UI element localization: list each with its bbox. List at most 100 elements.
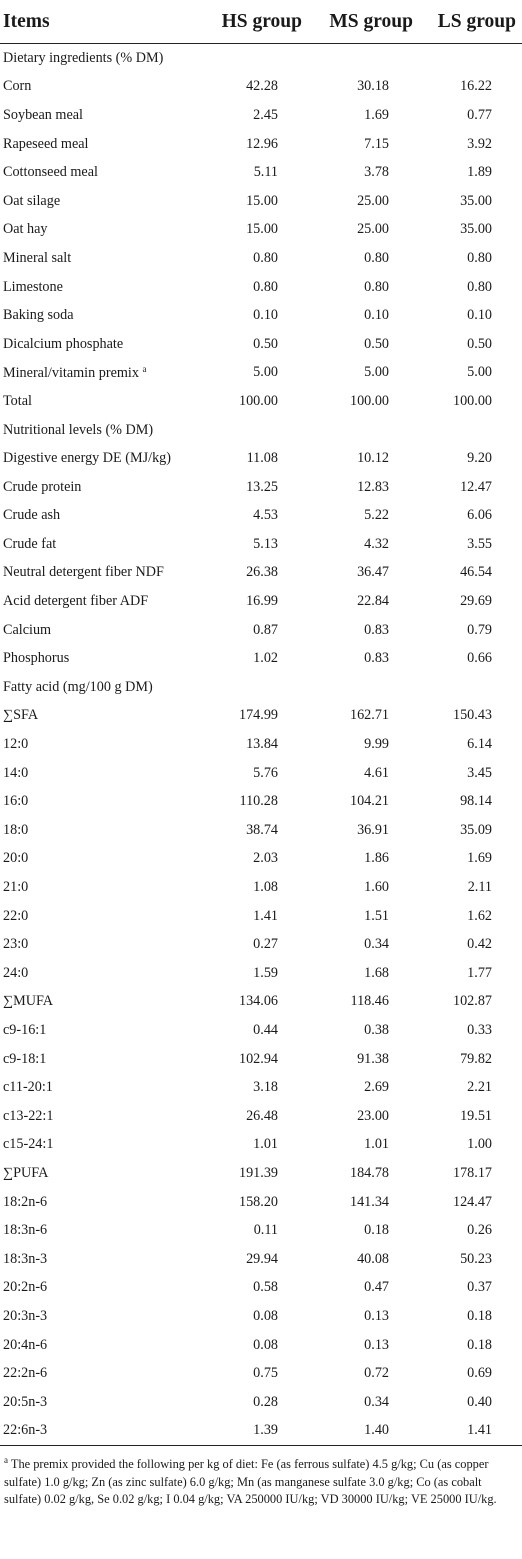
row-label-text: 22:6n-3 xyxy=(3,1422,48,1439)
ms-value: 100.00 xyxy=(349,392,389,409)
row-label-text: Mineral/vitamin premix xyxy=(3,364,139,381)
row-label-text: Dicalcium phosphate xyxy=(3,335,124,352)
hs-value xyxy=(200,416,308,445)
ls-value: 2.11 xyxy=(467,879,492,896)
table-row: Calcium 0.87 0.83 0.79 xyxy=(0,616,522,645)
ms-value: 0.50 xyxy=(364,335,389,352)
ls-value xyxy=(419,416,522,445)
row-label-text: Mineral salt xyxy=(3,249,72,266)
ms-value: 0.80 xyxy=(364,249,389,266)
footnote-text: The premix provided the following per kg… xyxy=(4,1457,497,1507)
table-row: Total 100.00 100.00 100.00 xyxy=(0,387,522,416)
ms-value: 5.00 xyxy=(364,364,389,381)
row-label: 14:0 xyxy=(0,759,200,788)
row-label: 16:0 xyxy=(0,787,200,816)
row-label-text: 18:0 xyxy=(3,821,29,838)
row-label-text: 21:0 xyxy=(3,879,29,896)
hs-value: 11.08 xyxy=(246,450,278,467)
ms-value: 0.72 xyxy=(364,1365,389,1382)
table-row: Oat silage 15.00 25.00 35.00 xyxy=(0,187,522,216)
row-label-text: ∑SFA xyxy=(3,707,39,724)
table-row: c9-16:1 0.44 0.38 0.33 xyxy=(0,1016,522,1045)
table-row: ∑MUFA 134.06 118.46 102.87 xyxy=(0,988,522,1017)
table-row: 12:0 13.84 9.99 6.14 xyxy=(0,730,522,759)
row-label: c9-18:1 xyxy=(0,1045,200,1074)
ls-value: 35.00 xyxy=(460,221,492,238)
table-row: c11-20:1 3.18 2.69 2.21 xyxy=(0,1073,522,1102)
table-row: 16:0 110.28 104.21 98.14 xyxy=(0,787,522,816)
row-label-text: c13-22:1 xyxy=(3,1107,54,1124)
row-label-text: 20:4n-6 xyxy=(3,1336,48,1353)
row-label: Baking soda xyxy=(0,301,200,330)
row-label: Acid detergent fiber ADF xyxy=(0,587,200,616)
ms-value: 30.18 xyxy=(357,78,389,95)
hs-value: 15.00 xyxy=(246,192,278,209)
row-label-text: Rapeseed meal xyxy=(3,135,89,152)
ls-value: 150.43 xyxy=(452,707,492,724)
ls-value: 19.51 xyxy=(460,1107,492,1124)
ms-value: 1.40 xyxy=(308,1416,419,1447)
hs-value: 0.58 xyxy=(253,1279,278,1296)
table-footnote: a The premix provided the following per … xyxy=(0,1446,522,1509)
ms-value: 0.13 xyxy=(364,1307,389,1324)
table-row: 18:2n-6 158.20 141.34 124.47 xyxy=(0,1188,522,1217)
table-row: 22:2n-6 0.75 0.72 0.69 xyxy=(0,1359,522,1388)
table-row: Cottonseed meal 5.11 3.78 1.89 xyxy=(0,158,522,187)
row-label-text: Oat hay xyxy=(3,221,48,238)
table-row: 24:0 1.59 1.68 1.77 xyxy=(0,959,522,988)
ls-value: 1.69 xyxy=(467,850,492,867)
row-label-text: c9-16:1 xyxy=(3,1021,47,1038)
ms-value: 9.99 xyxy=(364,736,389,753)
footnote-marker: a xyxy=(4,1455,8,1466)
ms-value: 22.84 xyxy=(357,593,389,610)
ms-value: 0.10 xyxy=(364,307,389,324)
hs-value: 26.38 xyxy=(246,564,278,581)
header-ms-group: MS group xyxy=(308,0,419,44)
table-header: Items HS group MS group LS group xyxy=(0,0,522,44)
table-row: 18:3n-6 0.11 0.18 0.26 xyxy=(0,1216,522,1245)
ls-value: 0.10 xyxy=(467,307,492,324)
section-row: Fatty acid (mg/100 g DM) xyxy=(0,673,522,702)
table-row: 20:0 2.03 1.86 1.69 xyxy=(0,845,522,874)
hs-value: 191.39 xyxy=(238,1164,278,1181)
hs-value: 0.80 xyxy=(253,278,278,295)
table-row: 18:0 38.74 36.91 35.09 xyxy=(0,816,522,845)
row-label: Crude protein xyxy=(0,473,200,502)
table-row: Phosphorus 1.02 0.83 0.66 xyxy=(0,644,522,673)
ms-value: 1.60 xyxy=(364,879,389,896)
hs-value: 16.99 xyxy=(246,593,278,610)
ls-value: 0.33 xyxy=(467,1021,492,1038)
row-label: Dicalcium phosphate xyxy=(0,330,200,359)
ms-value: 12.83 xyxy=(357,478,389,495)
ls-value: 0.50 xyxy=(467,335,492,352)
row-label: ∑MUFA xyxy=(0,988,200,1017)
ls-value: 0.42 xyxy=(467,936,492,953)
ms-value: 7.15 xyxy=(364,135,389,152)
row-label-text: Soybean meal xyxy=(3,106,83,123)
ls-value: 5.00 xyxy=(467,364,492,381)
ls-value: 3.55 xyxy=(467,535,492,552)
row-label-text: 24:0 xyxy=(3,964,29,981)
table-row: Crude ash 4.53 5.22 6.06 xyxy=(0,502,522,531)
hs-value: 1.01 xyxy=(253,1136,278,1153)
row-label: 18:2n-6 xyxy=(0,1188,200,1217)
ls-value xyxy=(419,44,522,73)
ms-value: 1.86 xyxy=(364,850,389,867)
ms-value: 0.83 xyxy=(364,650,389,667)
hs-value: 0.08 xyxy=(253,1336,278,1353)
ls-value: 1.77 xyxy=(467,964,492,981)
table-row: Limestone 0.80 0.80 0.80 xyxy=(0,273,522,302)
row-label: Crude fat xyxy=(0,530,200,559)
row-label-text: 16:0 xyxy=(3,793,29,810)
row-label-text: 20:3n-3 xyxy=(3,1307,48,1324)
row-label: ∑SFA xyxy=(0,702,200,731)
row-label-text: Crude fat xyxy=(3,535,57,552)
row-label: 20:5n-3 xyxy=(0,1388,200,1417)
row-label: 22:6n-3 xyxy=(0,1416,200,1447)
header-items: Items xyxy=(0,0,200,44)
ls-value: 46.54 xyxy=(460,564,492,581)
hs-value: 174.99 xyxy=(238,707,278,724)
ms-value: 36.47 xyxy=(357,564,389,581)
ls-value: 102.87 xyxy=(452,993,492,1010)
document-page: Items HS group MS group LS group Dietary… xyxy=(0,0,522,1509)
